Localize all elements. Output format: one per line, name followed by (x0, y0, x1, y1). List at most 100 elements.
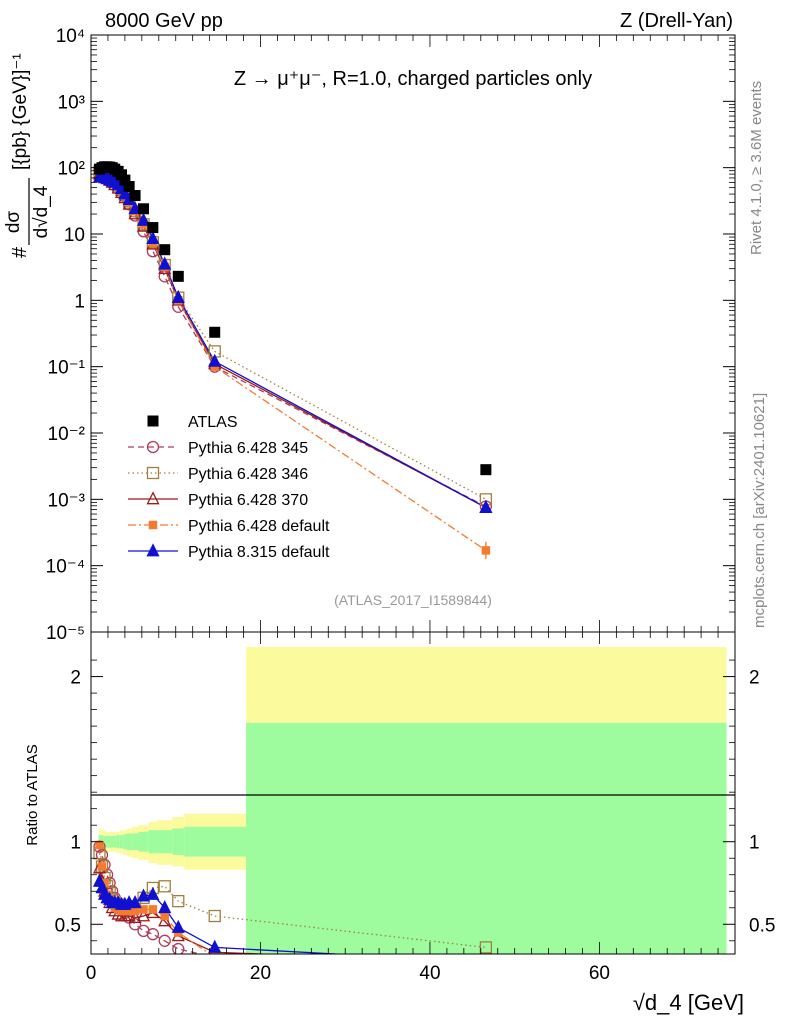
ratio-point-p370 (480, 956, 491, 967)
ratio-series-markers (92, 840, 493, 1001)
x-axis-label: √d_4 [GeV] (633, 990, 744, 1015)
ratio-x-tick-label: 20 (250, 963, 271, 984)
main-y-tick-label: 10 (64, 225, 85, 246)
header-right-label: Z (Drell-Yan) (620, 10, 733, 32)
uncertainty-band-inner (246, 722, 727, 954)
uncertainty-band-inner (157, 830, 173, 854)
ratio-point-p345 (158, 934, 171, 947)
ratio-point-p6def (139, 905, 148, 914)
data-point-atlas (209, 326, 221, 338)
y-label-dsigma: dσ (3, 211, 24, 234)
ratio-y-tick-label: 0.5 (55, 915, 81, 936)
legend: ATLAS Pythia 6.428 345 Pythia 6.428 346 Pyt… (128, 414, 330, 561)
main-y-tick-label: 10⁻⁵ (46, 623, 85, 644)
ratio-x-tick-label: 60 (589, 963, 610, 984)
legend-label-p345: Pythia 6.428 345 (188, 440, 308, 457)
uncertainty-band-inner (138, 831, 149, 852)
data-point-p8def (128, 201, 142, 215)
legend-label-p6def: Pythia 6.428 default (188, 518, 330, 535)
legend-marker-p6def (148, 520, 158, 530)
main-series-markers (92, 161, 493, 560)
data-point-atlas (172, 270, 184, 282)
legend-marker-atlas (147, 415, 159, 427)
data-point-p8def (158, 256, 172, 270)
main-y-tick-label: 10⁻¹ (48, 358, 86, 379)
ratio-uncertainty-bands (98, 646, 727, 954)
ratio-point-p345 (172, 942, 185, 954)
ratio-point-p6def (95, 840, 104, 850)
legend-label-p346: Pythia 6.428 346 (188, 466, 308, 483)
main-y-tick-label: 10³ (58, 92, 85, 113)
mcplots-label: mcplots.cern.ch [arXiv:2401.10621] (751, 393, 768, 628)
legend-label-atlas: ATLAS (188, 414, 238, 431)
main-title: Z → μ⁺μ⁻, R=1.0, charged particles only (234, 68, 592, 90)
main-frame (90, 34, 736, 633)
ratio-point-p345 (146, 928, 160, 941)
data-point-atlas (159, 244, 171, 256)
ratio-point-p8def (146, 886, 160, 900)
legend-label-p8def: Pythia 8.315 default (188, 544, 330, 561)
ratio-point-p6def (120, 906, 130, 916)
uncertainty-band-inner (108, 835, 111, 848)
ratio-y-tick-label-right: 2 (749, 668, 760, 689)
legend-marker-p346 (146, 466, 160, 480)
y-label-dsqrt: d√d_4 (31, 185, 52, 238)
ratio-point-p6def (97, 862, 107, 871)
ratio-point-p6def (124, 906, 134, 916)
main-y-tick-label: 10⁻² (48, 424, 86, 445)
ratio-point-p6def (130, 906, 140, 916)
ratio-point-p6def (482, 993, 490, 1001)
uncertainty-band-inner (105, 835, 109, 848)
main-y-tick-label: 10⁻⁴ (46, 557, 85, 578)
header-left-label: 8000 GeV pp (105, 10, 223, 32)
data-point-p8def (171, 289, 185, 303)
ratio-point-p370 (128, 909, 142, 924)
ratio-point-p346 (208, 909, 221, 923)
ratio-point-p8def (208, 939, 222, 953)
ratio-point-p8def (158, 900, 172, 914)
uncertainty-band-inner (172, 828, 185, 855)
data-point-atlas (119, 174, 131, 186)
legend-marker-p8def (146, 543, 160, 557)
uncertainty-band-inner (119, 835, 124, 849)
ratio-point-p6def (100, 878, 109, 888)
ratio-y-tick-label-right: 0.5 (749, 915, 775, 936)
legend-marker-p370 (146, 491, 160, 505)
ratio-point-p8def (480, 956, 491, 967)
data-point-atlas (147, 222, 159, 234)
data-point-atlas (129, 190, 141, 202)
data-point-atlas (138, 203, 150, 215)
uncertainty-band-inner (148, 830, 158, 854)
ratio-point-p6def (160, 911, 169, 921)
uncertainty-band-inner (184, 826, 247, 857)
ratio-y-tick-label: 2 (70, 668, 81, 689)
uncertainty-band-inner (113, 835, 117, 848)
ratio-point-p346 (172, 895, 185, 908)
rivet-version-label: Rivet 4.1.0, ≥ 3.6M events (748, 81, 765, 255)
data-point-p8def (479, 499, 493, 513)
uncertainty-band-inner (123, 834, 127, 850)
ratio-point-p346 (479, 941, 493, 954)
ratio-axes: 0.5 0.51 12 20 20 40 60 (55, 632, 775, 984)
main-y-tick-label: 10² (58, 159, 85, 180)
ratio-line-p345 (98, 846, 204, 954)
analysis-label: (ATLAS_2017_I1589844) (334, 592, 492, 608)
data-point-atlas (480, 464, 492, 476)
main-y-tick-label: 10⁴ (56, 26, 85, 47)
main-y-axis-label: # dσ d√d_4 [{pb} {GeV}]⁻¹ (3, 53, 52, 258)
y-label-units: [{pb} {GeV}]⁻¹ (10, 53, 31, 170)
ratio-point-p345 (480, 955, 491, 966)
main-axes: 10⁴ 10³ 10² 10 1 10⁻¹ 10⁻² 10⁻³ 10⁻⁴ 10⁻⁵ (46, 26, 735, 644)
uncertainty-band-inner (131, 833, 139, 850)
uncertainty-band-inner (126, 833, 132, 850)
ratio-point-p8def (171, 919, 185, 933)
main-y-tick-label: 10⁻³ (48, 490, 86, 511)
legend-label-p370: Pythia 6.428 370 (188, 492, 308, 509)
ratio-point-p370 (136, 908, 151, 922)
data-point-p8def (136, 212, 151, 226)
ratio-y-axis-label: Ratio to ATLAS (24, 744, 41, 845)
ratio-point-p346 (158, 880, 171, 893)
uncertainty-band-inner (103, 835, 106, 848)
data-point-atlas (123, 181, 135, 193)
